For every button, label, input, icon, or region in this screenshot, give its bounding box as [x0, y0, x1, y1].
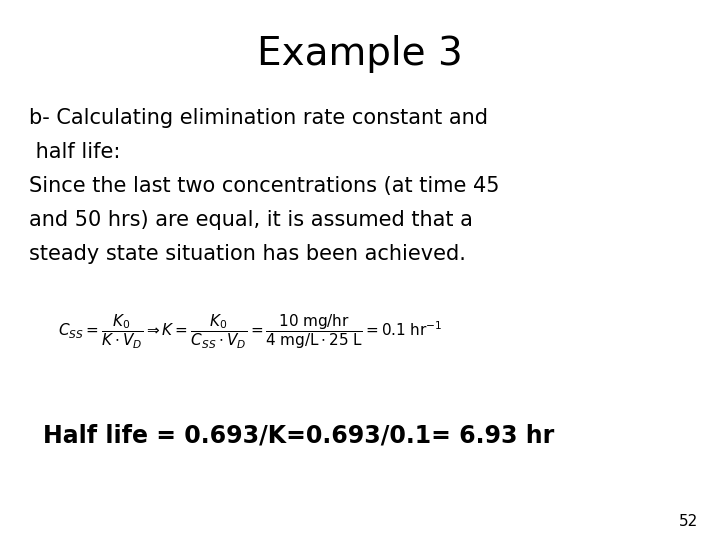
Text: Half life = 0.693/K=0.693/0.1= 6.93 hr: Half life = 0.693/K=0.693/0.1= 6.93 hr	[43, 424, 554, 448]
Text: Example 3: Example 3	[257, 35, 463, 73]
Text: and 50 hrs) are equal, it is assumed that a: and 50 hrs) are equal, it is assumed tha…	[29, 210, 472, 230]
Text: steady state situation has been achieved.: steady state situation has been achieved…	[29, 244, 466, 264]
Text: $C_{SS} = \dfrac{K_0}{K \cdot V_D} \Rightarrow K = \dfrac{K_0}{C_{SS} \cdot V_D}: $C_{SS} = \dfrac{K_0}{K \cdot V_D} \Righ…	[58, 313, 442, 352]
Text: Since the last two concentrations (at time 45: Since the last two concentrations (at ti…	[29, 176, 499, 196]
Text: half life:: half life:	[29, 142, 120, 162]
Text: b- Calculating elimination rate constant and: b- Calculating elimination rate constant…	[29, 108, 488, 128]
Text: 52: 52	[679, 514, 698, 529]
